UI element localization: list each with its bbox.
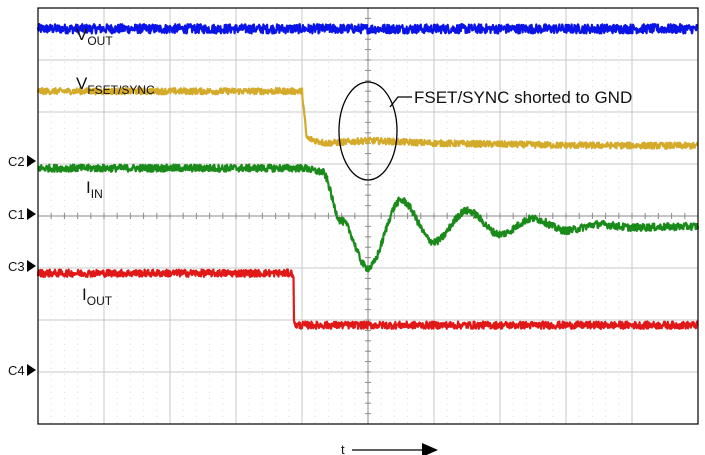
svg-text:C2: C2 xyxy=(8,154,25,169)
channel-marker-c1: C1 xyxy=(8,207,36,222)
trace-vfset-sync xyxy=(36,87,699,150)
svg-text:C4: C4 xyxy=(8,363,25,378)
x-axis-label: t xyxy=(341,442,345,455)
annotation-leader-line xyxy=(389,96,412,108)
channel-marker-c3: C3 xyxy=(8,259,36,274)
trace-iin xyxy=(37,163,700,273)
plot-frame xyxy=(37,7,699,425)
iin-label: IIN xyxy=(86,178,103,201)
trace-iout xyxy=(36,268,699,330)
annotation-text: FSET/SYNC shorted to GND xyxy=(414,88,632,107)
svg-text:C1: C1 xyxy=(8,207,25,222)
svg-text:C3: C3 xyxy=(8,259,25,274)
iout-label: IOUT xyxy=(82,285,113,308)
time-arrowhead xyxy=(422,443,438,455)
traces xyxy=(36,23,700,330)
vfset-label: VFSET/SYNC xyxy=(76,74,155,97)
channel-marker-c4: C4 xyxy=(8,363,36,378)
vout-label: VOUT xyxy=(76,25,113,48)
grid xyxy=(38,8,698,424)
channel-marker-c2: C2 xyxy=(8,154,36,169)
trace-vout xyxy=(36,23,699,35)
annotation-ellipse xyxy=(338,81,398,181)
